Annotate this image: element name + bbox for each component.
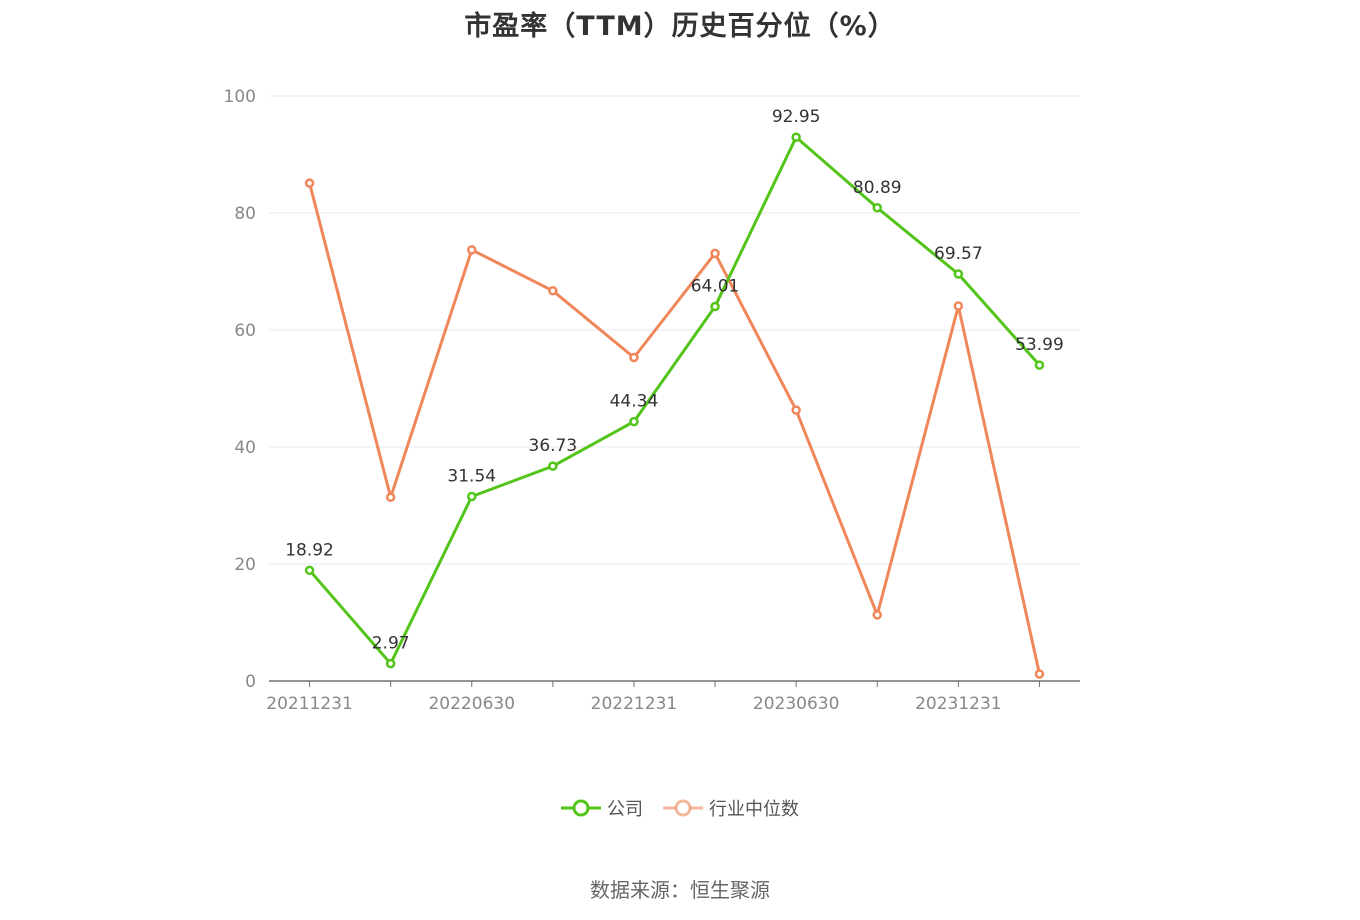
- series-line-company: [308, 135, 1041, 666]
- data-source: 数据来源：恒生聚源: [590, 878, 770, 902]
- grid-layer: [269, 95, 1080, 565]
- series-layer: [304, 132, 1045, 679]
- data-point-industry: [1034, 669, 1045, 679]
- data-point-industry: [629, 352, 639, 363]
- y-tick-label: 20: [234, 555, 256, 575]
- legend-industry-label: 行业中位数: [709, 799, 799, 820]
- data-point-company: [304, 565, 315, 576]
- legend-company-marker-icon: [561, 799, 601, 817]
- series-line-industry: [308, 182, 1041, 675]
- line-chart: 0 20 40 60 80 100 20211231 20220630 20221231 2023…: [224, 87, 1080, 714]
- x-tick-label: 20221231: [591, 694, 678, 714]
- data-label: 44.34: [610, 392, 659, 412]
- y-tick-label: 100: [224, 87, 256, 107]
- data-point-company: [710, 301, 720, 312]
- data-point-company: [953, 269, 964, 279]
- y-tick-label: 40: [234, 438, 256, 458]
- legend-item-industry[interactable]: 行业中位数: [663, 795, 799, 821]
- data-label: 53.99: [1015, 335, 1064, 355]
- data-point-company: [385, 658, 396, 669]
- data-point-industry: [548, 286, 558, 296]
- legend-industry-marker-icon: [663, 799, 703, 817]
- data-label: 80.89: [853, 178, 902, 198]
- data-point-industry: [953, 301, 964, 311]
- chart-title: 市盈率（TTM）历史百分位（%）: [464, 11, 896, 42]
- data-point-company: [1034, 360, 1045, 370]
- data-label: 69.57: [934, 244, 983, 264]
- data-label-layer: 18.92 2.97 31.54 36.73 44.34 64.01 92.95 80.89 6…: [285, 107, 1064, 653]
- data-point-industry: [872, 610, 882, 620]
- x-tick-label: 20220630: [428, 694, 515, 714]
- data-point-industry: [791, 405, 801, 415]
- data-point-industry: [710, 248, 720, 259]
- x-tick-label: 20211231: [266, 694, 353, 714]
- y-tick-label: 80: [234, 204, 256, 224]
- data-label: 92.95: [772, 107, 821, 127]
- x-tick-label: 20231231: [915, 694, 1002, 714]
- data-point-company: [548, 461, 558, 471]
- x-tick-label: 20230630: [753, 694, 840, 714]
- y-tick-label: 0: [245, 672, 256, 692]
- data-point-company: [629, 416, 639, 427]
- y-tick-label: 60: [234, 321, 256, 341]
- legend-item-company[interactable]: 公司: [561, 795, 643, 821]
- data-label: 18.92: [285, 540, 334, 560]
- axis-layer: 0 20 40 60 80 100 20211231 20220630 20221231 2023…: [224, 87, 1080, 714]
- data-point-industry: [467, 245, 477, 255]
- data-label: 2.97: [372, 634, 410, 654]
- data-label: 36.73: [529, 436, 578, 456]
- data-label: 64.01: [691, 277, 740, 297]
- data-point-company: [791, 132, 801, 142]
- data-label: 31.54: [447, 466, 496, 486]
- data-point-company: [872, 203, 882, 213]
- data-point-industry: [304, 178, 315, 188]
- data-point-company: [467, 491, 477, 502]
- legend: 公司 行业中位数: [0, 795, 1360, 821]
- data-point-industry: [385, 492, 396, 503]
- legend-company-label: 公司: [607, 799, 643, 820]
